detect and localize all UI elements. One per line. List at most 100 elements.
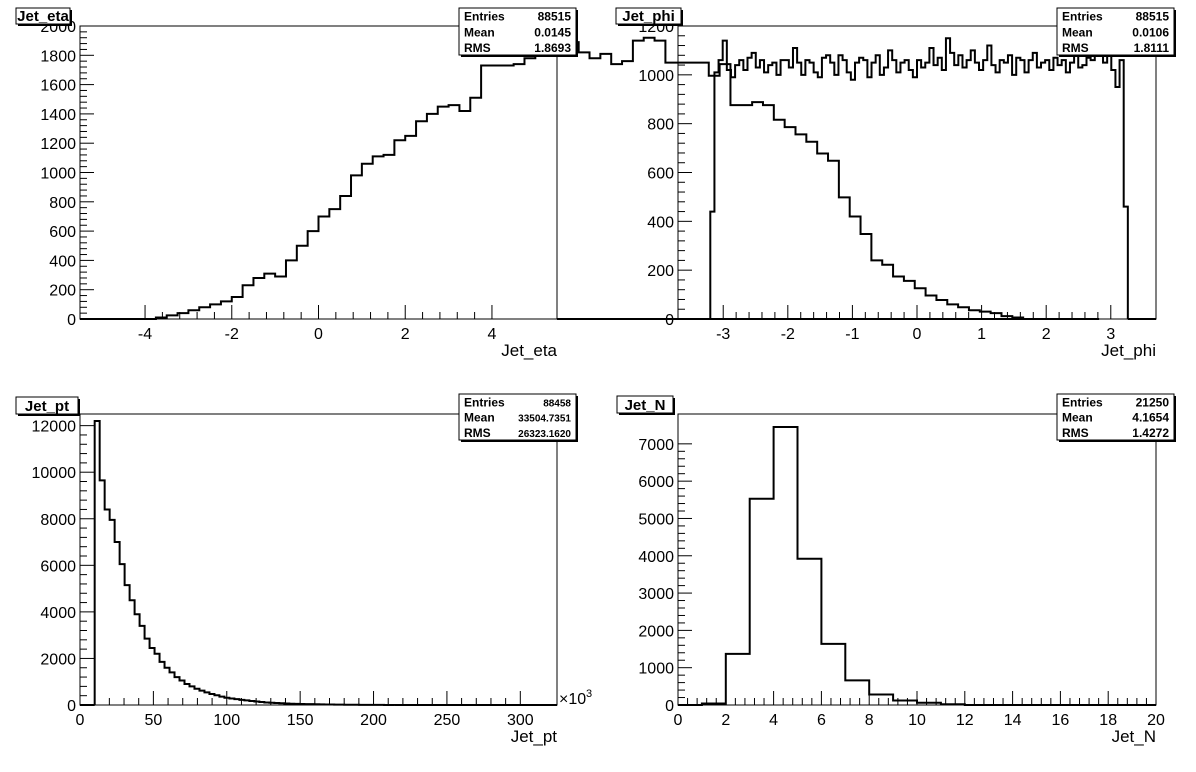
histogram-bin: [1053, 58, 1057, 319]
histogram-bin: [394, 140, 405, 319]
stats-value: 1.8111: [1134, 41, 1170, 55]
histogram-bin: [851, 80, 855, 319]
x-exponent-label: ×10: [559, 691, 586, 708]
histogram-bin: [1115, 87, 1119, 319]
histogram-bin: [929, 48, 933, 319]
histogram-bin: [622, 61, 633, 319]
histogram-bin: [329, 209, 340, 319]
histogram-bin: [967, 60, 971, 319]
stats-label: Mean: [1062, 25, 1093, 39]
histogram-bin: [768, 65, 772, 319]
chart-panel-jet_n: 0 1000 2000 3000 4000 5000 6000 7000 0 2 4 6 8 10 12 14…: [616, 393, 1176, 746]
x-tick-label: 250: [434, 712, 461, 729]
histogram-bin: [847, 72, 851, 319]
histogram-bin: [760, 60, 764, 319]
histogram-bin: [859, 58, 863, 319]
y-tick-label: 1000: [638, 661, 674, 678]
histogram-bin: [199, 307, 210, 319]
histogram-bin: [726, 654, 750, 705]
x-tick-label: -3: [716, 326, 730, 343]
histogram-bin: [1029, 60, 1033, 319]
y-tick-label: 0: [67, 312, 76, 329]
histogram-bin: [1082, 65, 1086, 319]
x-tick-label: 18: [1099, 712, 1117, 729]
histogram-bin: [925, 63, 929, 319]
title-box: [616, 395, 674, 414]
histogram-bin: [798, 559, 822, 705]
y-tick-label: 800: [647, 117, 674, 134]
histogram-bin: [362, 164, 373, 319]
histogram-bin: [983, 60, 987, 319]
histogram-bin: [818, 77, 822, 319]
histogram-bin: [135, 614, 140, 705]
histogram-bin: [110, 520, 115, 705]
histogram-bin: [752, 53, 756, 319]
histogram-bin: [297, 246, 308, 319]
histogram-bin: [814, 72, 818, 319]
histogram-bin: [843, 60, 847, 319]
histogram-bin: [1049, 70, 1053, 319]
histogram-bin: [872, 63, 876, 319]
y-tick-label: 10000: [32, 465, 77, 482]
histogram-bin: [946, 38, 950, 319]
histogram-bin: [909, 70, 913, 319]
histogram-bin: [723, 41, 727, 319]
y-tick-label: 5000: [638, 511, 674, 528]
histogram-bin: [373, 156, 384, 319]
stats-value: 26323.1620: [518, 429, 571, 440]
histogram-bin: [781, 60, 785, 319]
histogram-bin: [1099, 50, 1103, 319]
histogram-bin: [1037, 68, 1041, 319]
histogram-bin: [308, 231, 319, 319]
stats-label: Mean: [1062, 411, 1093, 425]
histogram-bin: [774, 427, 798, 705]
y-tick-label: 3000: [638, 586, 674, 603]
y-tick-label: 400: [647, 214, 674, 231]
x-exponent-power: 3: [586, 688, 592, 700]
x-tick-label: 0: [314, 326, 323, 343]
histogram-bin: [913, 77, 917, 319]
histogram-bin: [1041, 63, 1045, 319]
y-tick-label: 800: [49, 195, 76, 212]
y-tick-label: 6000: [40, 558, 76, 575]
histogram-bin: [210, 304, 221, 319]
histogram-bin: [546, 51, 557, 319]
chart-title: Jet_pt: [25, 398, 69, 415]
x-tick-label: 10: [908, 712, 926, 729]
histogram-bin: [1074, 55, 1078, 319]
histogram-outline: [80, 36, 1100, 320]
histogram-bin: [876, 55, 880, 319]
histogram-bin: [125, 585, 130, 705]
histogram-bin: [884, 68, 888, 319]
x-tick-label: -2: [781, 326, 795, 343]
histogram-bin: [855, 63, 859, 319]
histogram-bin: [979, 70, 983, 319]
x-tick-label: 150: [287, 712, 314, 729]
histogram-bin: [492, 66, 503, 319]
stats-value: 33504.7351: [518, 414, 571, 425]
stats-label: RMS: [464, 426, 491, 440]
histogram-bin: [568, 42, 579, 319]
histogram-bin: [756, 68, 760, 319]
chart-panel-jet_pt: 0 2000 4000 6000 8000 10000 12000 0 50 100 150 200 2…: [15, 393, 592, 746]
stats-value: 0.0145: [534, 25, 571, 39]
stats-value: 88515: [1136, 10, 1170, 24]
histogram-bin: [665, 63, 676, 319]
histogram-bin: [810, 63, 814, 319]
histogram-bin: [1107, 53, 1111, 319]
y-tick-label: 0: [665, 698, 674, 715]
histogram-bin: [764, 72, 768, 319]
histogram-bin: [405, 136, 416, 319]
histogram-bin: [188, 310, 199, 319]
histogram-bin: [905, 60, 909, 319]
stats-value: 0.0106: [1132, 25, 1169, 39]
histogram-bin: [1045, 60, 1049, 319]
histogram-bin: [863, 60, 867, 319]
x-tick-label: 3: [1106, 326, 1115, 343]
histogram-bin: [286, 260, 297, 319]
histogram-bin: [822, 58, 826, 319]
x-tick-label: -4: [138, 326, 152, 343]
histogram-bin: [115, 542, 120, 705]
x-tick-label: 6: [817, 712, 826, 729]
histogram-bin: [772, 63, 776, 319]
